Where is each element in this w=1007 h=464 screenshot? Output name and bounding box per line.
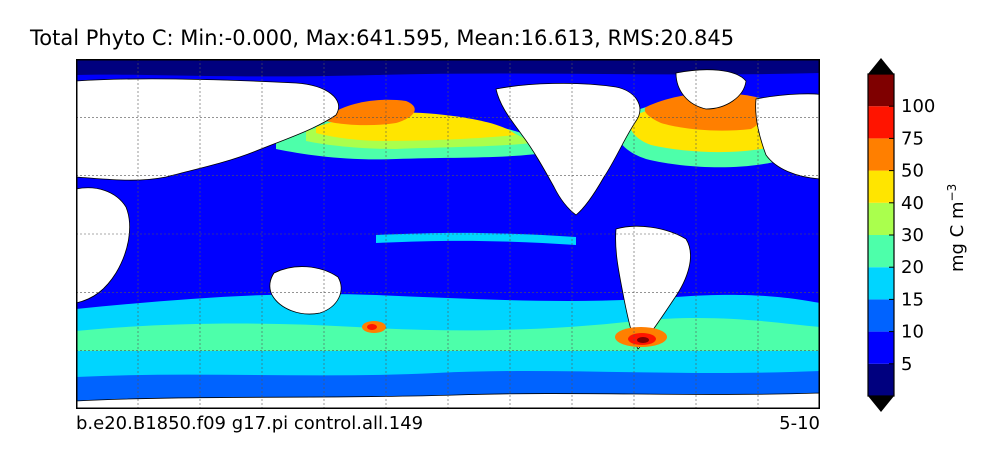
- colorbar-segment: [868, 267, 894, 300]
- colorbar-segment: [868, 138, 894, 171]
- map-plot-area: [76, 59, 820, 409]
- colorbar-segment: [868, 170, 894, 203]
- colorbar-tick-label: 15: [901, 289, 924, 310]
- land-south-america: [615, 225, 691, 350]
- map-gridlines: [76, 59, 820, 409]
- north-pacific-bloom: [276, 99, 556, 160]
- land-australia: [269, 266, 342, 315]
- colorbar-tick-label: 30: [901, 225, 924, 246]
- colorbar-segment: [868, 331, 894, 364]
- land-africa: [76, 187, 131, 304]
- colorbar-extend-max: [868, 58, 894, 74]
- land-europe: [755, 93, 820, 180]
- colorbar-unit-text: mg C m: [947, 201, 968, 272]
- colorbar-segment: [868, 363, 894, 396]
- map-svg: [76, 59, 820, 409]
- colorbar-tick-label: 100: [901, 96, 935, 117]
- colorbar-segment: [868, 235, 894, 268]
- north-atlantic-bloom: [614, 92, 797, 168]
- chart-title: Total Phyto C: Min:-0.000, Max:641.595, …: [30, 26, 735, 50]
- date-range-label: 5-10: [779, 413, 820, 434]
- land-masses: [76, 69, 820, 409]
- colorbar-tick-label: 40: [901, 193, 924, 214]
- land-eurasia: [76, 78, 339, 181]
- land-greenland: [675, 69, 747, 110]
- equatorial-stripe: [376, 232, 576, 245]
- colorbar-unit-label: mg C m−3: [945, 184, 968, 272]
- new-zealand-bloom: [362, 321, 386, 333]
- colorbar-tick-label: 5: [901, 354, 912, 375]
- land-north-america: [495, 82, 641, 216]
- colorbar-tick-label: 50: [901, 161, 924, 182]
- colorbar-unit-superscript: −3: [945, 183, 959, 202]
- colorbar-tick-label: 75: [901, 128, 924, 149]
- run-label: b.e20.B1850.f09 g17.pi control.all.149: [76, 413, 424, 434]
- colorbar-segment: [868, 202, 894, 235]
- colorbar-tick-label: 20: [901, 257, 924, 278]
- colorbar: 5 10 15 20 30 40 50 75 100: [867, 58, 935, 412]
- colorbar-extend-min: [868, 396, 894, 412]
- patagonia-bloom: [615, 327, 667, 347]
- colorbar-segment: [868, 299, 894, 332]
- colorbar-segment: [868, 106, 894, 139]
- colorbar-segment: [868, 74, 894, 107]
- colorbar-tick-label: 10: [901, 322, 924, 343]
- plot-border: [76, 59, 820, 409]
